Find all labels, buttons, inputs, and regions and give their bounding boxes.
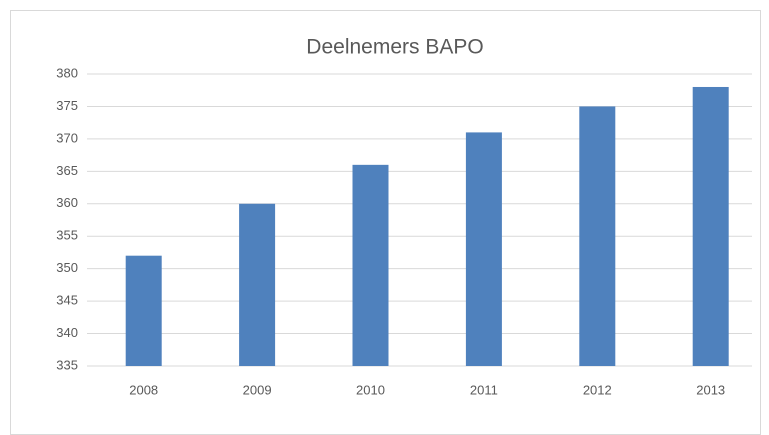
chart-title: Deelnemers BAPO <box>306 36 483 59</box>
x-tick-label: 2008 <box>129 382 158 397</box>
bar <box>239 203 276 366</box>
y-tick-label: 375 <box>56 98 78 113</box>
x-tick-label: 2010 <box>356 382 385 397</box>
y-tick-label: 340 <box>56 325 78 340</box>
x-tick-label: 2012 <box>583 382 612 397</box>
bar <box>579 106 616 366</box>
y-tick-label: 365 <box>56 163 78 178</box>
y-tick-label: 335 <box>56 357 78 372</box>
bar <box>125 255 162 366</box>
y-tick-label: 360 <box>56 195 78 210</box>
x-tick-label: 2011 <box>470 382 498 397</box>
x-tick-label: 2009 <box>243 382 272 397</box>
y-tick-label: 345 <box>56 293 78 308</box>
bar <box>692 86 729 366</box>
bar <box>352 164 389 366</box>
y-tick-label: 380 <box>56 65 78 80</box>
bar <box>465 132 502 366</box>
y-tick-label: 370 <box>56 130 78 145</box>
y-tick-label: 350 <box>56 260 78 275</box>
x-tick-label: 2013 <box>696 382 725 397</box>
y-tick-label: 355 <box>56 228 78 243</box>
